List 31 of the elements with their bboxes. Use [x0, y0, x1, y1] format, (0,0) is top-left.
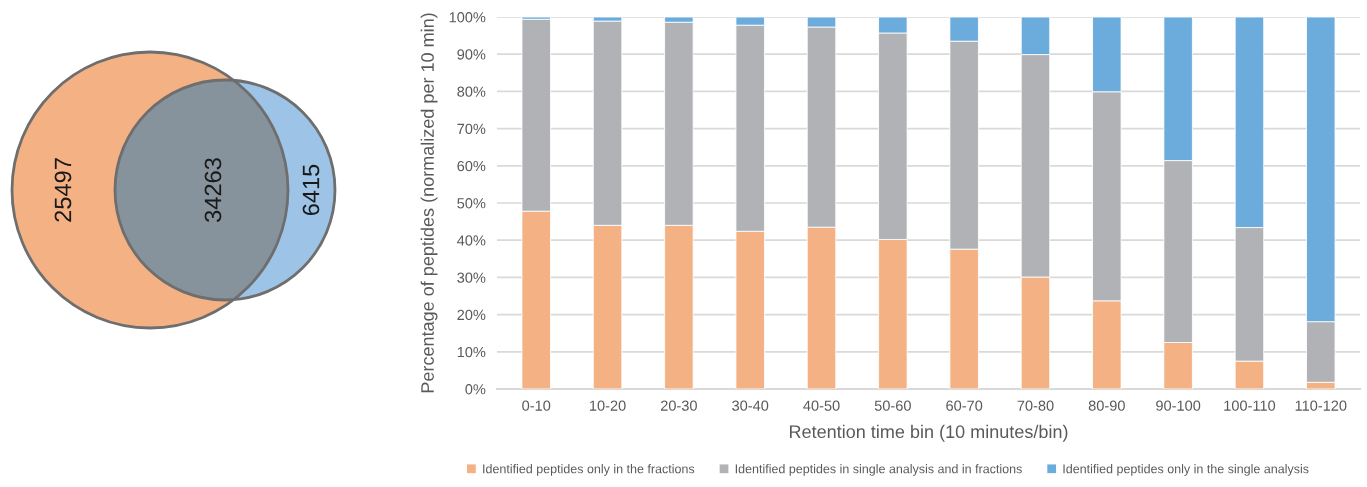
x-tick-label: 60-70 — [946, 400, 983, 411]
y-tick-label: 30% — [457, 272, 486, 283]
legend-label: Identified peptides in single analysis and in fractions — [735, 464, 1022, 476]
y-tick-label: 70% — [457, 123, 486, 135]
y-tick-label: 100% — [449, 12, 486, 23]
x-tick-label: 100-110 — [1224, 400, 1276, 411]
x-tick-label: 50-60 — [874, 400, 911, 411]
y-tick-label: 10% — [457, 346, 486, 358]
y-tick-label: 20% — [457, 309, 486, 321]
data-label: 34263 — [204, 158, 222, 222]
x-tick-label: 110-120 — [1295, 400, 1347, 411]
y-tick-label: 80% — [457, 86, 486, 97]
x-tick-label: 70-80 — [1017, 400, 1054, 411]
y-tick-label: 50% — [457, 198, 486, 209]
legend-label: Identified peptides only in the single analysis — [1063, 464, 1309, 476]
x-axis-title: Retention time bin (10 minutes/bin) — [789, 424, 1068, 442]
x-tick-label: 90-100 — [1156, 400, 1201, 411]
y-axis-title: Percentage of peptides (normalized per 10 min) — [420, 13, 438, 393]
data-label: 25497 — [54, 158, 72, 222]
x-tick-label: 10-20 — [590, 400, 626, 411]
x-tick-label: 80-90 — [1088, 400, 1125, 411]
x-tick-label: 0-10 — [522, 400, 551, 411]
x-tick-label: 40-50 — [803, 400, 840, 411]
x-tick-label: 30-40 — [732, 400, 769, 411]
y-tick-label: 60% — [457, 160, 486, 172]
y-tick-label: 0% — [465, 384, 486, 395]
y-tick-label: 90% — [457, 49, 486, 60]
legend-label: Identified peptides only in the fractions — [483, 464, 695, 476]
x-tick-label: 20-30 — [660, 400, 697, 411]
y-tick-label: 40% — [457, 235, 486, 246]
data-label: 6415 — [302, 164, 320, 216]
